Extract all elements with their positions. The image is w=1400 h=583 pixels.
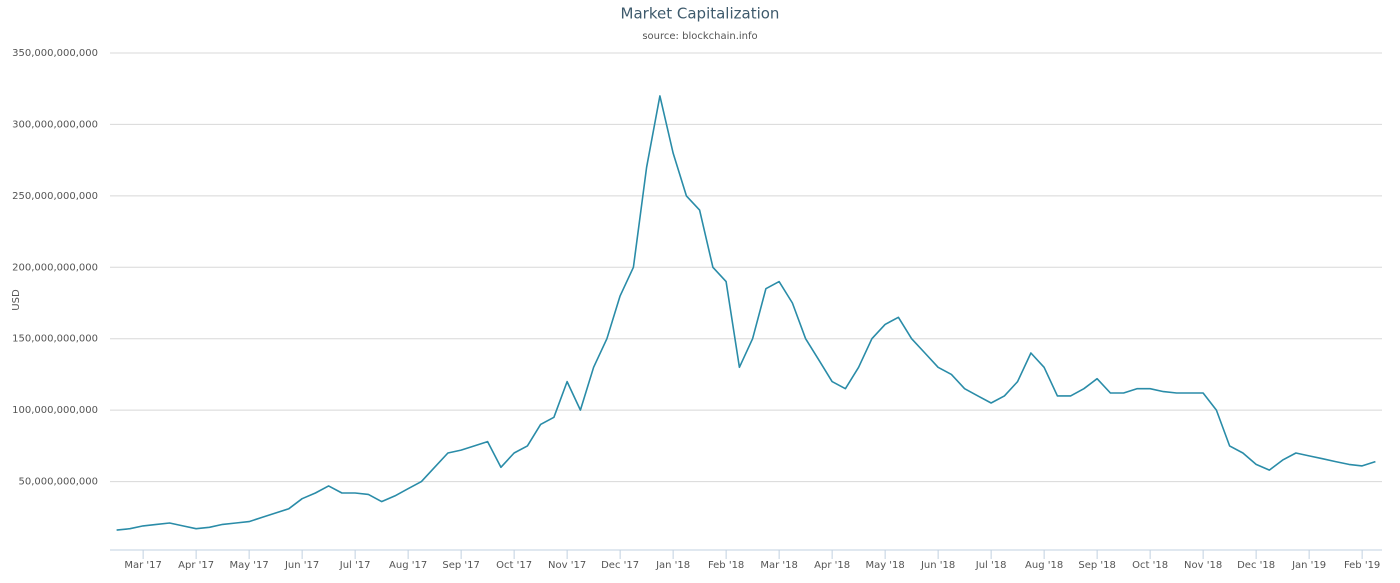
y-tick-label: 250,000,000,000 <box>12 191 98 202</box>
y-tick-label: 150,000,000,000 <box>12 334 98 345</box>
y-tick-label: 350,000,000,000 <box>12 48 98 59</box>
x-tick-label: Jun '17 <box>284 560 319 571</box>
line <box>116 95 1376 531</box>
x-tick-label: Jul '17 <box>339 560 371 571</box>
chart-subtitle: source: blockchain.info <box>642 31 757 42</box>
x-tick-label: Mar '17 <box>124 560 162 571</box>
x-tick-label: May '18 <box>865 560 904 571</box>
x-tick-label: Oct '18 <box>1132 560 1168 571</box>
x-tick-label: Apr '18 <box>814 560 850 571</box>
x-tick-label: Mar '18 <box>760 560 798 571</box>
y-tick-label: 200,000,000,000 <box>12 262 98 273</box>
x-tick-label: Feb '18 <box>708 560 744 571</box>
x-tick-label: Jun '18 <box>920 560 955 571</box>
x-tick-label: Oct '17 <box>496 560 532 571</box>
x-tick-label: Dec '17 <box>601 560 639 571</box>
x-tick-label: Jul '18 <box>975 560 1007 571</box>
x-tick-label: Aug '17 <box>389 560 427 571</box>
y-tick-label: 300,000,000,000 <box>12 119 98 130</box>
x-tick-label: Jan '19 <box>1291 560 1326 571</box>
y-tick-label: 100,000,000,000 <box>12 405 98 416</box>
x-tick-label: Apr '17 <box>178 560 214 571</box>
chart-title: Market Capitalization <box>621 5 780 23</box>
x-tick-label: Nov '17 <box>548 560 586 571</box>
x-tick-label: May '17 <box>229 560 268 571</box>
x-tick-label: Feb '19 <box>1344 560 1380 571</box>
x-tick-label: Jan '18 <box>655 560 690 571</box>
x-tick-label: Aug '18 <box>1025 560 1063 571</box>
y-tick-label: 50,000,000,000 <box>18 477 98 488</box>
y-axis-label: USD <box>11 289 22 311</box>
x-tick-label: Sep '17 <box>442 560 480 571</box>
x-tick-label: Nov '18 <box>1184 560 1222 571</box>
x-tick-label: Dec '18 <box>1237 560 1275 571</box>
x-tick-label: Sep '18 <box>1078 560 1116 571</box>
